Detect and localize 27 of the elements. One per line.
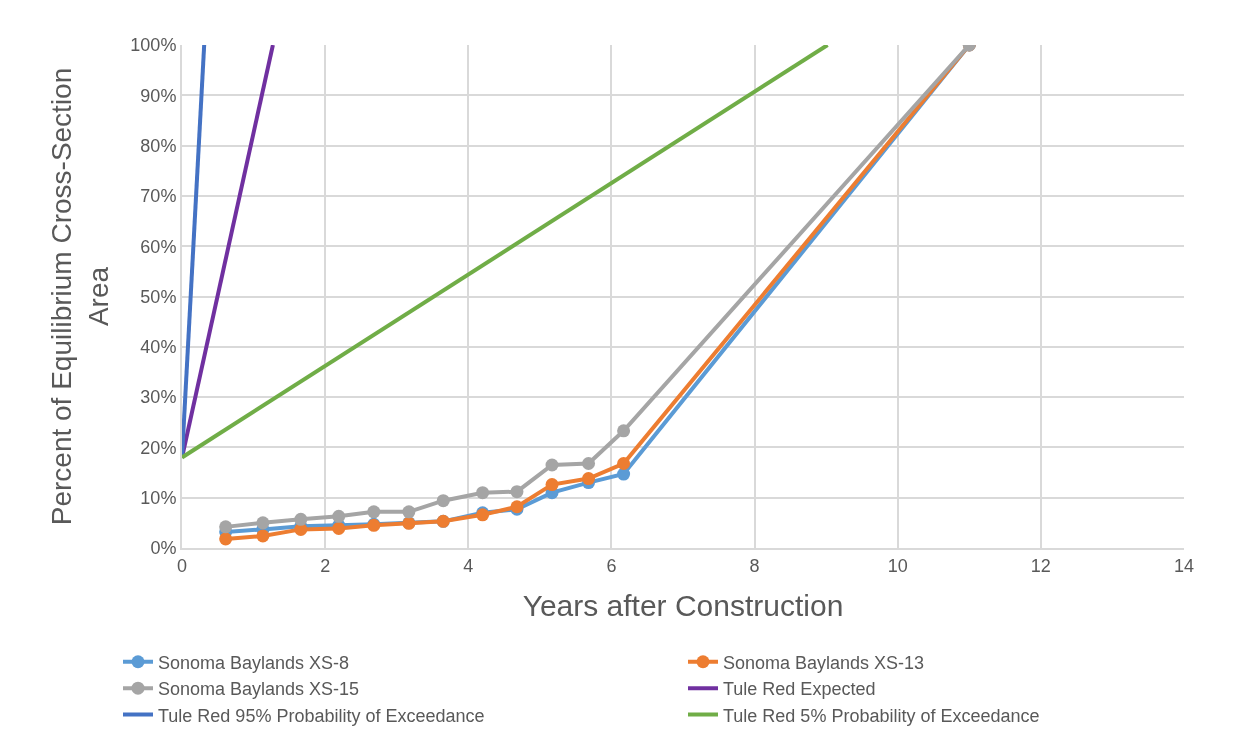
legend-label: Tule Red 95% Probability of Exceedance	[158, 705, 485, 726]
y-tick-label: 90%	[140, 85, 177, 106]
y-tick-label: 0%	[150, 538, 177, 559]
y-tick-label: 50%	[140, 286, 177, 307]
x-tick-label: 12	[1030, 555, 1051, 576]
y-tick-label: 70%	[140, 186, 177, 207]
y-tick-label: 80%	[140, 135, 177, 156]
legend-label: Sonoma Baylands XS-8	[158, 652, 350, 673]
x-tick-label: 8	[749, 555, 760, 576]
y-tick-label: 60%	[140, 236, 177, 257]
legend-label: Sonoma Baylands XS-13	[723, 652, 925, 673]
x-tick-label: 0	[176, 555, 188, 576]
x-tick-label: 6	[606, 555, 617, 576]
legend-label: Tule Red 5% Probability of Exceedance	[723, 705, 1040, 726]
y-tick-label: 40%	[140, 337, 177, 358]
y-tick-label: 100%	[130, 35, 177, 56]
y-tick-label: 10%	[140, 488, 177, 508]
x-axis-title: Years after Construction	[522, 588, 844, 622]
x-tick-label: 10	[887, 555, 908, 576]
legend-label: Tule Red Expected	[723, 679, 876, 700]
y-tick-label: 30%	[140, 387, 177, 408]
y-axis-title: Percent of Equilibrium Cross-Section Area	[46, 67, 114, 526]
x-tick-label: 2	[320, 555, 331, 576]
y-tick-label: 20%	[140, 437, 177, 458]
x-tick-label: 14	[1173, 555, 1195, 576]
legend-label: Sonoma Baylands XS-15	[158, 679, 360, 700]
x-tick-label: 4	[463, 555, 474, 576]
